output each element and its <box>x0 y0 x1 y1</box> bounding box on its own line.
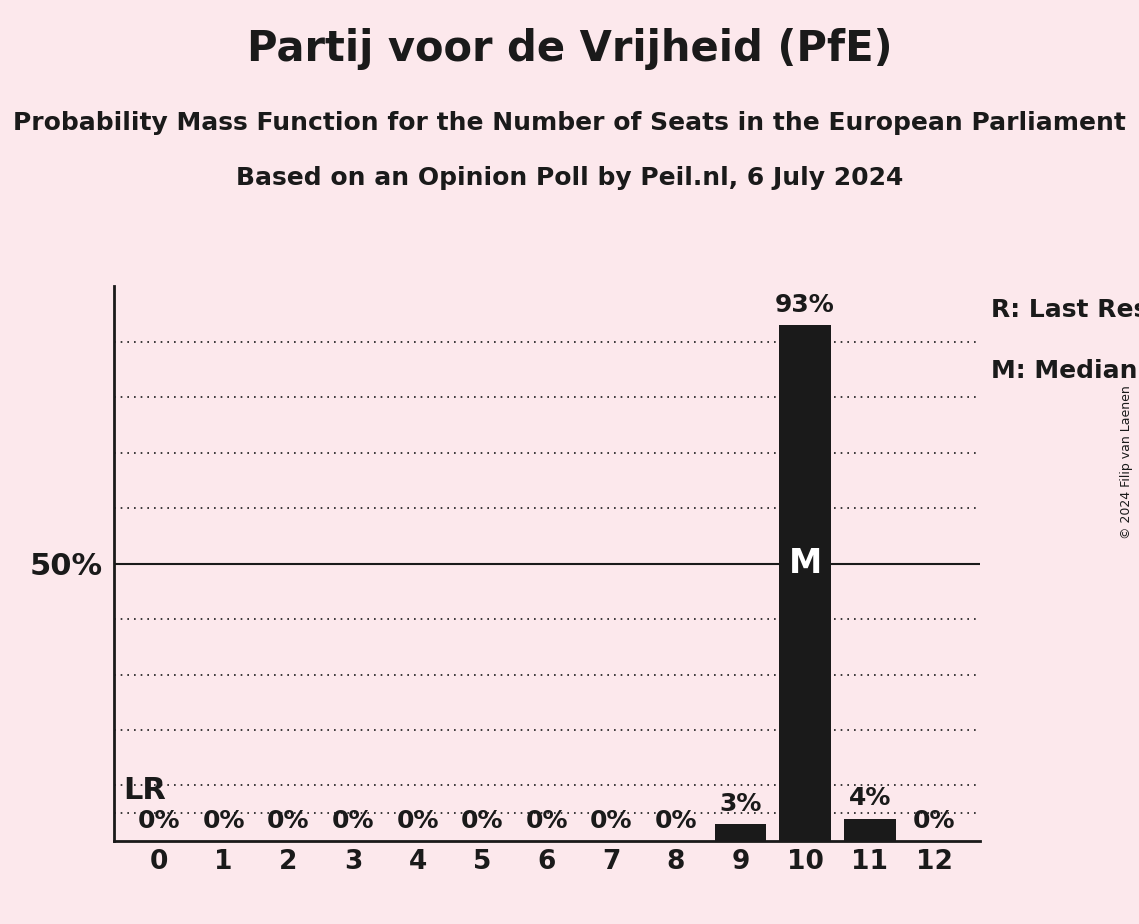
Text: 0%: 0% <box>203 808 245 833</box>
Text: 0%: 0% <box>138 808 180 833</box>
Text: 93%: 93% <box>776 293 835 317</box>
Text: 0%: 0% <box>525 808 568 833</box>
Text: 0%: 0% <box>590 808 632 833</box>
Text: M: Median: M: Median <box>991 359 1138 383</box>
Text: 4%: 4% <box>849 786 891 810</box>
Text: R: Last Result: R: Last Result <box>991 298 1139 322</box>
Text: 0%: 0% <box>913 808 956 833</box>
Bar <box>714 824 767 841</box>
Text: 0%: 0% <box>396 808 439 833</box>
Text: © 2024 Filip van Laenen: © 2024 Filip van Laenen <box>1121 385 1133 539</box>
Text: Partij voor de Vrijheid (PfE): Partij voor de Vrijheid (PfE) <box>247 28 892 69</box>
Text: Probability Mass Function for the Number of Seats in the European Parliament: Probability Mass Function for the Number… <box>13 111 1126 135</box>
Text: 3%: 3% <box>720 792 762 816</box>
Text: 0%: 0% <box>267 808 310 833</box>
Text: 0%: 0% <box>655 808 697 833</box>
Text: 0%: 0% <box>461 808 503 833</box>
Text: Based on an Opinion Poll by Peil.nl, 6 July 2024: Based on an Opinion Poll by Peil.nl, 6 J… <box>236 166 903 190</box>
Text: 0%: 0% <box>331 808 375 833</box>
Text: M: M <box>788 547 821 580</box>
Bar <box>779 325 831 841</box>
Bar <box>844 819 895 841</box>
Text: LR: LR <box>124 776 166 805</box>
